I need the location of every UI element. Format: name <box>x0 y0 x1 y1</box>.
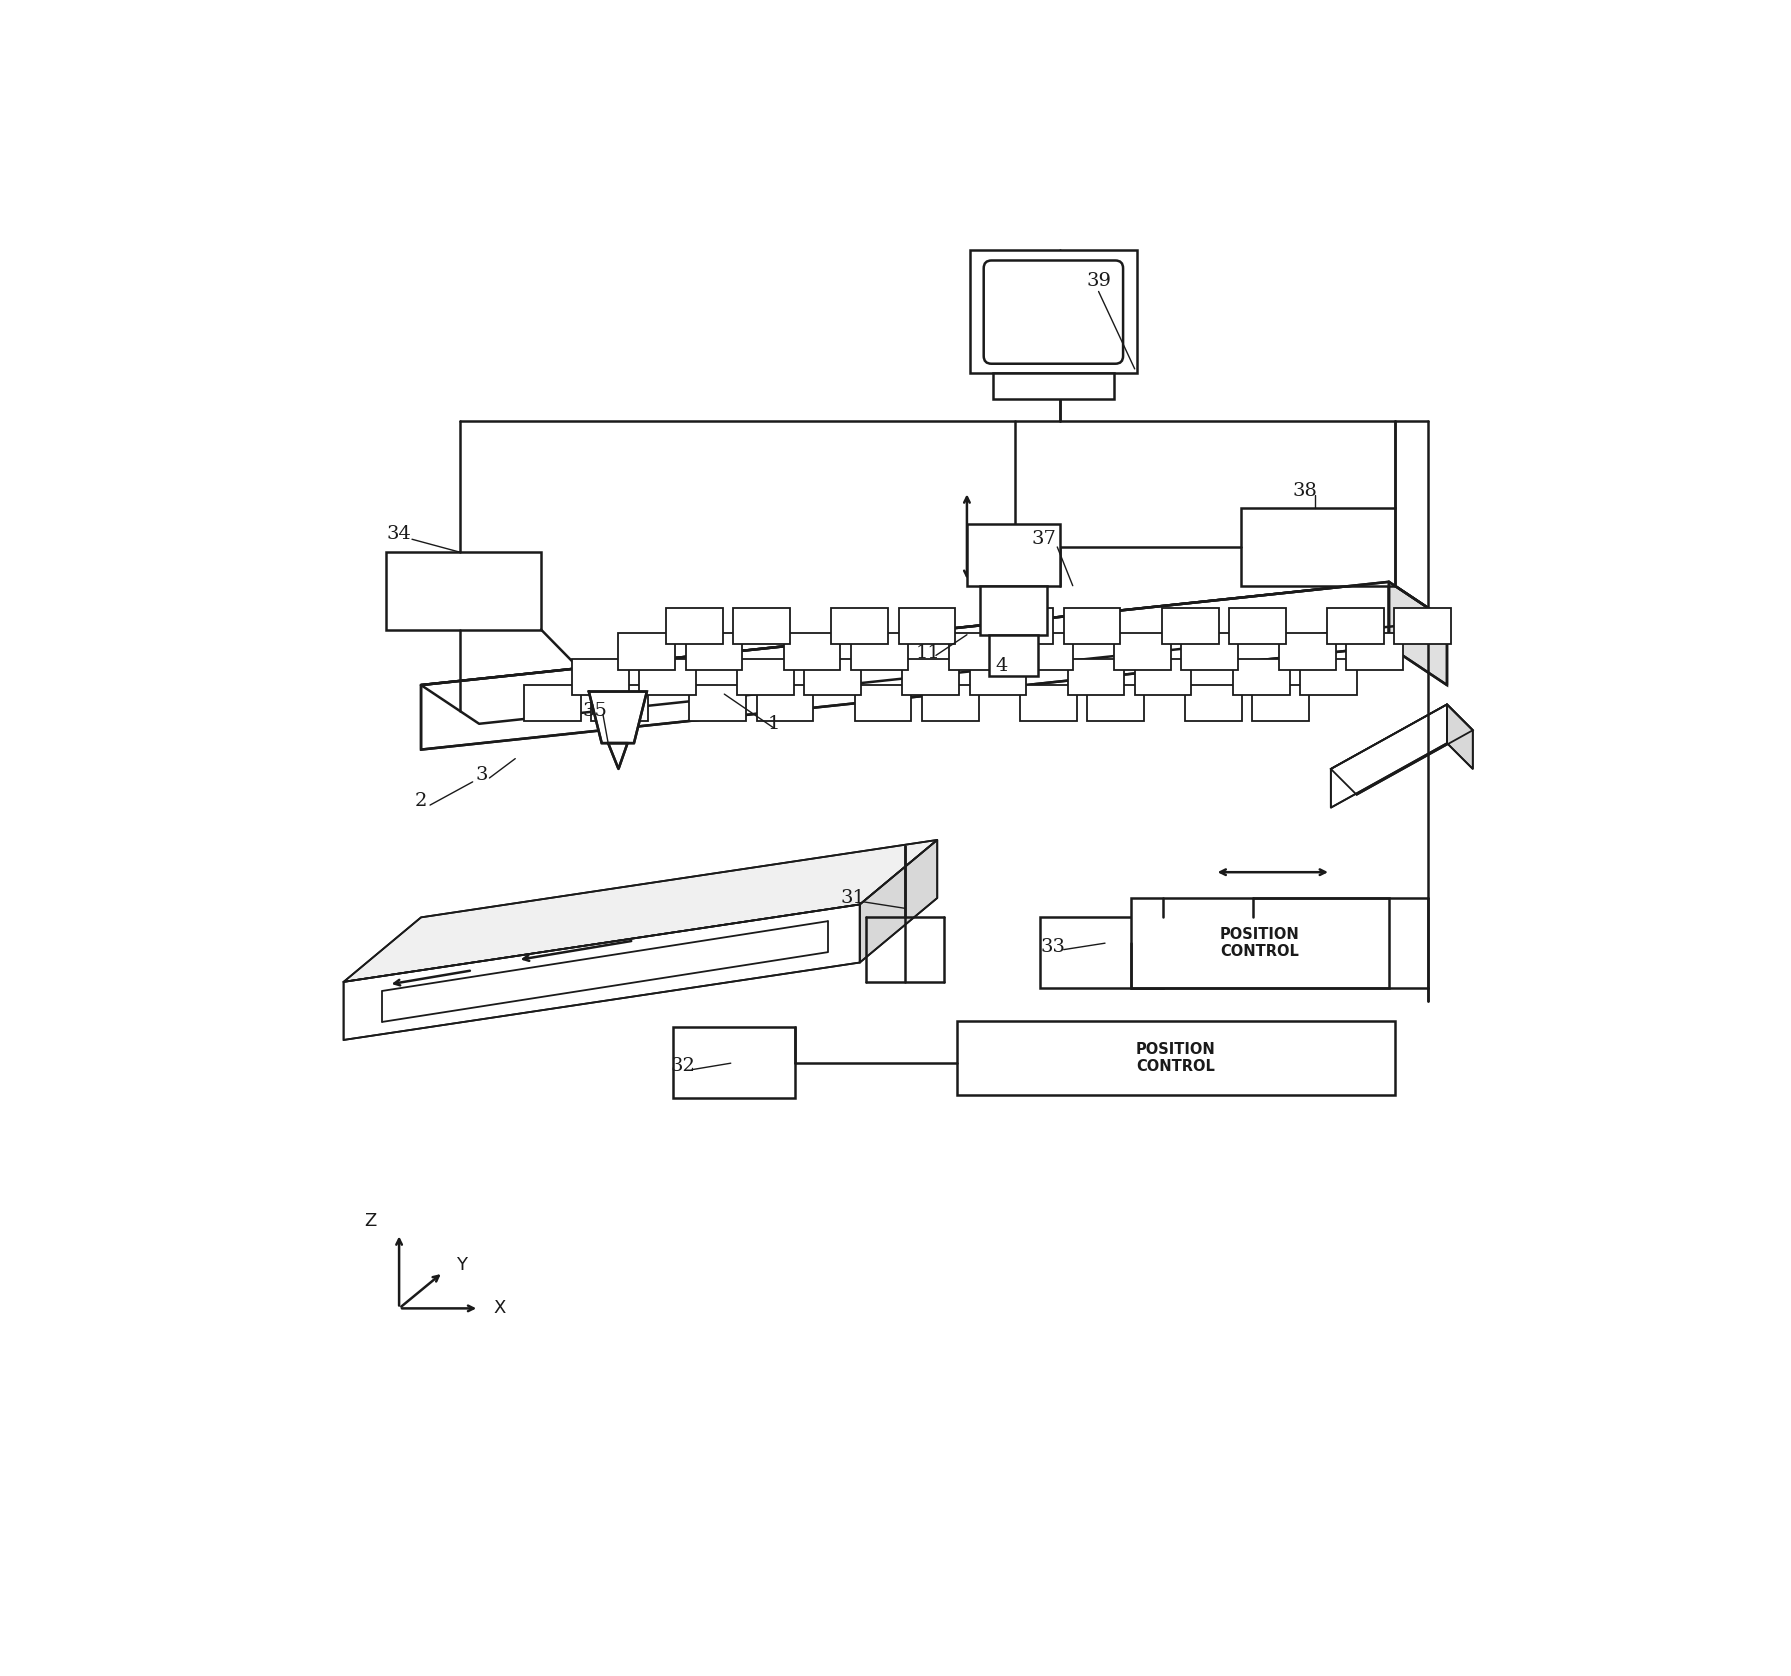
Text: 33: 33 <box>1041 939 1066 955</box>
Bar <box>1015 634 1073 670</box>
Text: 34: 34 <box>387 525 412 543</box>
Bar <box>899 608 955 644</box>
Bar <box>1327 608 1384 644</box>
Bar <box>992 372 1114 399</box>
Polygon shape <box>421 582 1390 749</box>
Bar <box>1180 634 1238 670</box>
Bar <box>804 659 861 696</box>
Bar <box>969 250 1137 372</box>
Bar <box>738 659 793 696</box>
Bar <box>639 659 697 696</box>
Bar <box>903 659 960 696</box>
Bar <box>1186 685 1241 721</box>
FancyBboxPatch shape <box>983 260 1123 364</box>
Bar <box>1162 608 1218 644</box>
Bar <box>1232 659 1290 696</box>
Bar <box>673 1027 795 1098</box>
Polygon shape <box>1331 704 1472 794</box>
Bar <box>996 608 1053 644</box>
Bar <box>591 685 648 721</box>
Text: 38: 38 <box>1293 483 1318 501</box>
Text: 32: 32 <box>670 1058 695 1074</box>
Text: 37: 37 <box>1032 530 1057 548</box>
Text: X: X <box>494 1299 505 1317</box>
Polygon shape <box>1331 704 1447 808</box>
Text: 31: 31 <box>842 888 865 907</box>
Polygon shape <box>421 582 1447 724</box>
Bar <box>1087 685 1144 721</box>
Bar <box>980 585 1048 635</box>
Polygon shape <box>344 840 937 982</box>
Text: 2: 2 <box>416 793 428 810</box>
Text: 39: 39 <box>1085 272 1110 290</box>
Bar <box>1279 634 1336 670</box>
Text: Z: Z <box>365 1212 376 1230</box>
Bar <box>1130 898 1390 989</box>
Bar <box>956 1021 1395 1096</box>
Bar <box>690 685 747 721</box>
Bar <box>1300 659 1356 696</box>
Text: Y: Y <box>455 1255 466 1274</box>
Text: 4: 4 <box>996 657 1008 675</box>
Bar <box>1114 634 1171 670</box>
Bar <box>1019 685 1076 721</box>
Bar <box>989 635 1039 675</box>
Bar <box>967 525 1060 585</box>
Bar <box>571 659 629 696</box>
Text: 1: 1 <box>767 714 779 732</box>
Bar <box>387 551 541 630</box>
Polygon shape <box>1390 582 1447 685</box>
Polygon shape <box>589 692 647 742</box>
Text: 3: 3 <box>475 766 487 784</box>
Bar <box>922 685 978 721</box>
Polygon shape <box>1447 704 1472 769</box>
Bar <box>686 634 743 670</box>
Bar <box>949 634 1005 670</box>
Text: 35: 35 <box>582 702 607 721</box>
Bar <box>1041 917 1162 989</box>
Polygon shape <box>860 840 937 962</box>
Bar <box>1252 685 1309 721</box>
Bar <box>1241 508 1395 585</box>
Bar <box>851 634 908 670</box>
Bar <box>1064 608 1121 644</box>
Polygon shape <box>609 742 627 769</box>
Bar <box>1347 634 1402 670</box>
Bar <box>618 634 675 670</box>
Bar <box>1067 659 1125 696</box>
Bar <box>854 685 912 721</box>
Text: 11: 11 <box>915 644 940 662</box>
Bar <box>969 659 1026 696</box>
Bar <box>1135 659 1191 696</box>
Bar <box>733 608 790 644</box>
Bar <box>666 608 724 644</box>
Bar <box>756 685 813 721</box>
Bar <box>1393 608 1451 644</box>
Polygon shape <box>344 905 860 1039</box>
Text: POSITION
CONTROL: POSITION CONTROL <box>1220 927 1300 959</box>
Bar <box>525 685 580 721</box>
Bar <box>831 608 888 644</box>
Text: POSITION
CONTROL: POSITION CONTROL <box>1135 1042 1216 1074</box>
Bar <box>784 634 840 670</box>
Bar <box>1229 608 1286 644</box>
